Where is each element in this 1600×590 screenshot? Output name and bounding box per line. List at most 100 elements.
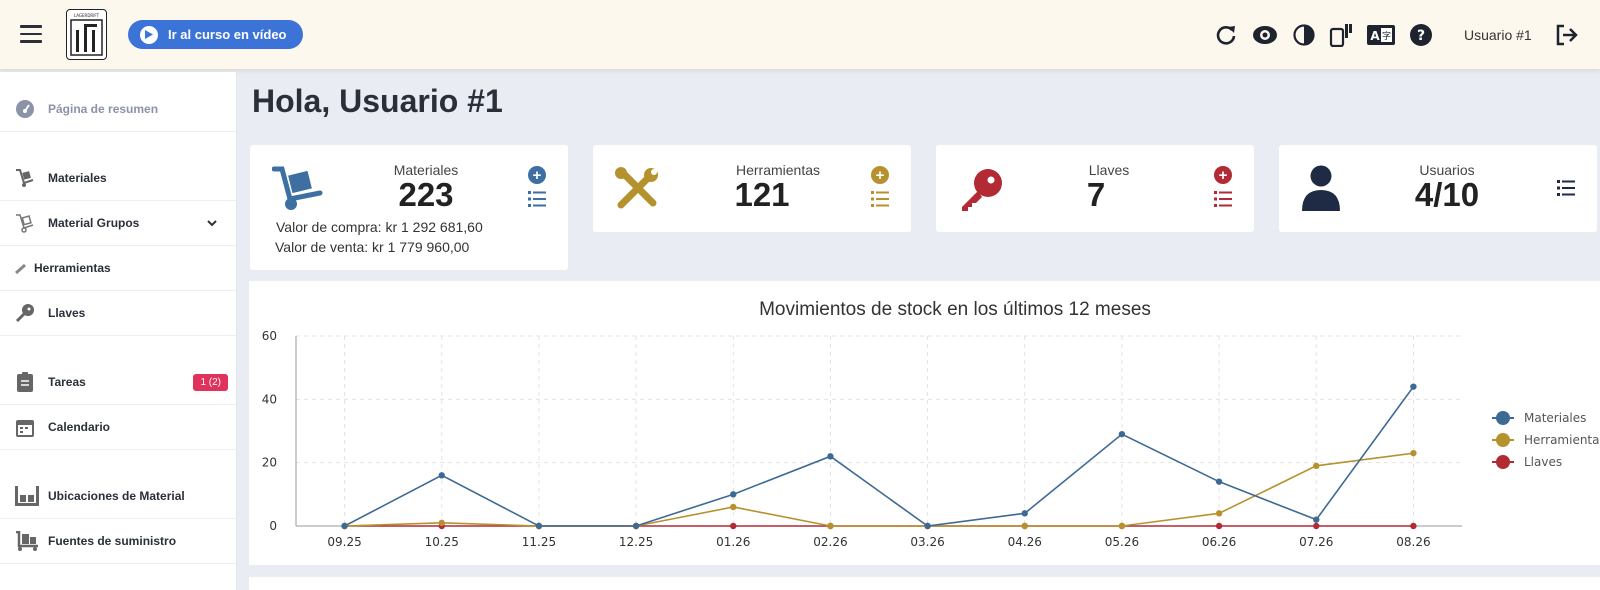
tools-icon xyxy=(615,167,658,209)
svg-text:字: 字 xyxy=(1382,30,1391,42)
data-point xyxy=(1215,478,1223,485)
logo-text: LAGERDRIFT xyxy=(74,13,100,18)
menu-icon[interactable] xyxy=(20,25,42,43)
dolly-icon xyxy=(15,531,39,551)
hand-truck-icon xyxy=(15,168,35,188)
x-tick-label: 10.25 xyxy=(425,535,459,549)
legend-marker xyxy=(1496,433,1510,447)
list-keys-icon[interactable] xyxy=(1214,191,1232,207)
x-tick-label: 03.26 xyxy=(910,535,944,549)
list-users-icon[interactable] xyxy=(1557,180,1575,196)
video-course-button[interactable]: Ir al curso en vídeo xyxy=(128,20,303,49)
data-point xyxy=(730,503,737,511)
svg-text:A: A xyxy=(1370,29,1380,43)
list-materials-icon[interactable] xyxy=(528,191,546,207)
data-point xyxy=(535,522,543,530)
sidebar-item-keys[interactable]: Llaves xyxy=(0,291,237,336)
x-tick-label: 02.26 xyxy=(813,535,847,549)
y-tick-label: 60 xyxy=(262,329,277,343)
stock-movements-chart: 0 20 40 60 09.25 10.25 11.25 12.25 01.26 02.26 03.… xyxy=(262,329,1600,549)
eye-icon[interactable] xyxy=(1252,22,1278,48)
stock-movements-chart-panel: Movimientos de stock en los últimos 12 m… xyxy=(249,281,1600,565)
tools-title: Herramientas xyxy=(735,162,821,178)
x-tick-label: 05.26 xyxy=(1105,535,1139,549)
refresh-icon[interactable] xyxy=(1213,22,1239,48)
data-point xyxy=(1118,522,1126,530)
data-point xyxy=(438,519,445,527)
data-point xyxy=(1313,462,1320,470)
x-tick-label: 09.25 xyxy=(327,535,361,549)
company-logo[interactable]: LAGERDRIFT xyxy=(66,9,107,60)
sidebar-item-material-locations[interactable]: Ubicaciones de Material xyxy=(0,474,237,519)
wrench-icon xyxy=(15,258,27,278)
sidebar-item-material-groups[interactable]: Material Grupos xyxy=(0,201,237,246)
purchase-value: Valor de compra: kr 1 292 681,60 xyxy=(276,219,483,235)
sidebar: Página de resumen Materiales Material Gr… xyxy=(0,72,237,590)
hand-truck-icon xyxy=(272,166,323,210)
data-point xyxy=(827,522,834,530)
x-tick-label: 01.26 xyxy=(716,535,750,549)
sidebar-item-label: Materiales xyxy=(48,171,107,185)
keys-card: Llaves 7 + xyxy=(936,145,1254,232)
sidebar-item-label: Llaves xyxy=(48,306,86,320)
key-icon xyxy=(962,169,1002,211)
x-tick-label: 08.26 xyxy=(1396,535,1430,549)
data-point xyxy=(827,453,834,460)
sidebar-item-label: Página de resumen xyxy=(48,102,159,116)
y-tick-label: 20 xyxy=(262,456,277,470)
data-point xyxy=(1021,522,1028,530)
sidebar-item-tasks[interactable]: Tareas 1 (2) xyxy=(0,360,237,405)
user-name[interactable]: Usuario #1 xyxy=(1464,27,1532,43)
logout-icon[interactable] xyxy=(1554,22,1580,48)
data-point xyxy=(1410,522,1417,530)
sidebar-item-supply-sources[interactable]: Fuentes de suministro xyxy=(0,519,237,564)
contrast-icon[interactable] xyxy=(1291,22,1317,48)
data-point xyxy=(1215,510,1223,517)
materials-card: Materiales 223 + Valor de compra: kr 1 2… xyxy=(250,145,568,270)
add-material-button[interactable]: + xyxy=(528,166,546,184)
users-title: Usuarios xyxy=(1419,162,1475,178)
video-course-label: Ir al curso en vídeo xyxy=(168,27,287,42)
add-tool-button[interactable]: + xyxy=(871,166,889,184)
series-line xyxy=(344,452,1414,527)
list-tools-icon[interactable] xyxy=(871,191,889,207)
dashboard-icon xyxy=(15,99,35,119)
data-point xyxy=(1410,383,1417,390)
users-card: Usuarios 4/10 xyxy=(1279,145,1597,232)
data-point xyxy=(1313,516,1320,523)
data-point xyxy=(730,522,737,530)
device-rotate-icon[interactable] xyxy=(1328,22,1354,48)
calendar-icon xyxy=(15,417,35,437)
keys-title: Llaves xyxy=(1088,162,1130,178)
sidebar-item-materials[interactable]: Materiales xyxy=(0,156,237,201)
x-tick-label: 07.26 xyxy=(1299,535,1333,549)
data-point xyxy=(341,522,348,530)
hand-truck-outline-icon xyxy=(15,213,35,233)
x-tick-label: 06.26 xyxy=(1202,535,1236,549)
x-tick-label: 12.25 xyxy=(619,535,653,549)
data-point xyxy=(1313,522,1320,530)
sidebar-item-label: Fuentes de suministro xyxy=(48,534,177,548)
series-line xyxy=(344,386,1415,527)
play-icon xyxy=(140,25,158,44)
legend-label: Herramientas xyxy=(1524,433,1600,447)
data-point xyxy=(1021,510,1028,517)
materials-count: 223 xyxy=(398,176,454,213)
help-icon[interactable]: ? xyxy=(1408,22,1434,48)
sidebar-item-overview[interactable]: Página de resumen xyxy=(0,87,237,132)
x-tick-label: 11.25 xyxy=(522,535,556,549)
sidebar-item-tools[interactable]: Herramientas xyxy=(0,246,237,291)
sidebar-item-calendar[interactable]: Calendario xyxy=(0,405,237,450)
add-key-button[interactable]: + xyxy=(1214,166,1232,184)
legend-marker xyxy=(1496,455,1510,469)
y-tick-label: 0 xyxy=(269,519,277,533)
data-point xyxy=(730,491,737,498)
keys-count: 7 xyxy=(1086,176,1106,213)
next-panel xyxy=(249,577,1600,590)
key-icon xyxy=(15,303,35,323)
legend-label: Llaves xyxy=(1524,455,1562,469)
page-title: Hola, Usuario #1 xyxy=(252,83,503,119)
chevron-down-icon[interactable] xyxy=(207,216,217,230)
